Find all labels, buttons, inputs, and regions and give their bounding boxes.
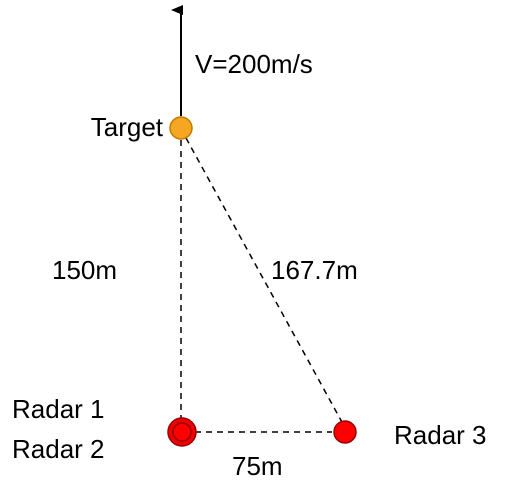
radar-node xyxy=(333,420,357,444)
target-node xyxy=(169,116,193,140)
node-label: Radar 3 xyxy=(394,420,487,450)
edge-label: 150m xyxy=(52,255,117,285)
node-label: Radar 1 xyxy=(12,394,105,424)
node-label: Radar 2 xyxy=(12,434,105,464)
node-label: Target xyxy=(91,112,164,142)
edge-label: 75m xyxy=(232,451,283,481)
edge-label: 167.7m xyxy=(271,255,358,285)
velocity-label: V=200m/s xyxy=(195,49,313,79)
radar-node xyxy=(172,422,192,442)
